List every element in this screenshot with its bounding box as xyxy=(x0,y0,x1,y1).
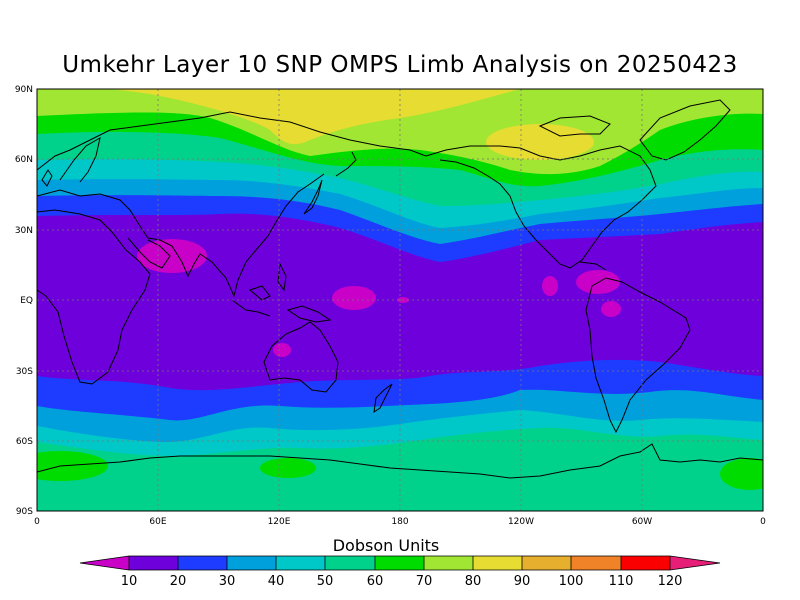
colorbar-label: 50 xyxy=(317,574,334,589)
map-plot-area xyxy=(37,89,763,511)
colorbar-label: 100 xyxy=(559,574,584,589)
gridlines xyxy=(37,89,763,511)
patch-antarctic-60-70-east xyxy=(720,458,763,490)
coast-greenland xyxy=(639,99,731,161)
colorbar-label: 40 xyxy=(268,574,285,589)
colorbar-70-80 xyxy=(424,556,473,570)
coast-north-america xyxy=(425,145,657,269)
coast-se-asia-1 xyxy=(231,299,271,317)
colorbar-20-30 xyxy=(178,556,227,570)
colorbar-90-100 xyxy=(522,556,571,570)
lat-tick: 90S xyxy=(16,507,33,517)
map-title: Umkehr Layer 10 SNP OMPS Limb Analysis o… xyxy=(62,52,738,78)
patch-antarctic-60-70-west xyxy=(37,451,108,481)
colorbar-40-50 xyxy=(276,556,325,570)
coast-japan xyxy=(303,179,323,215)
coast-new-guinea xyxy=(286,305,332,323)
coast-eurasia xyxy=(37,173,325,298)
coast-scandinavia xyxy=(59,137,101,183)
colorbar-label: 90 xyxy=(514,574,531,589)
patch-arctic-80-90 xyxy=(486,124,594,160)
colorbar-label: 120 xyxy=(658,574,683,589)
lowspot-central-america xyxy=(542,276,558,296)
colorbar-label: 60 xyxy=(367,574,384,589)
lat-tick: 90N xyxy=(15,85,33,95)
lon-tick: 120E xyxy=(268,517,291,527)
lowspot-western-pacific xyxy=(332,286,376,310)
lat-tick: EQ xyxy=(20,296,33,306)
colorbar-110-120 xyxy=(621,556,670,570)
colorbar-gt120 xyxy=(670,556,720,570)
lon-tick: 180 xyxy=(391,517,408,527)
colorbar-100-110 xyxy=(571,556,621,570)
lat-tick: 60N xyxy=(15,155,33,165)
lowspot-india xyxy=(137,239,207,273)
coast-cuba xyxy=(579,261,607,271)
lowspot-south-america xyxy=(601,301,621,317)
y-axis-ticks: 90N 60N 30N EQ 30S 60S 90S xyxy=(15,85,33,517)
coast-se-asia-2 xyxy=(248,285,271,301)
band-north-80-90 xyxy=(110,89,520,145)
lon-tick: 60W xyxy=(632,517,652,527)
colorbar-label: 110 xyxy=(609,574,634,589)
colorbar-label: 80 xyxy=(465,574,482,589)
lon-tick: 0 xyxy=(760,517,766,527)
coast-arctic-islands xyxy=(538,115,611,137)
lon-tick: 60E xyxy=(149,517,166,527)
colorbar-30-40 xyxy=(227,556,276,570)
colorbar-label: 30 xyxy=(219,574,236,589)
colorbar-label: 20 xyxy=(170,574,187,589)
coast-new-zealand xyxy=(373,383,393,414)
coastlines xyxy=(37,99,763,479)
colorbar-50-60 xyxy=(325,556,375,570)
coast-south-america xyxy=(585,277,691,434)
coast-britain xyxy=(41,169,53,187)
coast-africa xyxy=(37,209,151,385)
lat-tick: 60S xyxy=(16,437,33,447)
coast-arabia xyxy=(127,237,171,269)
colorbar-label: 10 xyxy=(121,574,138,589)
colorbar-lt10 xyxy=(80,556,129,570)
colorbar-60-70 xyxy=(375,556,424,570)
colorbar-10-20 xyxy=(129,556,178,570)
coast-north-eurasia xyxy=(37,111,427,171)
coast-australia xyxy=(263,321,339,393)
x-axis-ticks: 0 60E 120E 180 120W 60W 0 xyxy=(34,517,766,527)
lat-tick: 30N xyxy=(15,226,33,236)
colorbar-title: Dobson Units xyxy=(332,536,440,555)
lat-tick: 30S xyxy=(16,367,33,377)
lowspot-australia xyxy=(273,343,291,357)
coast-antarctica xyxy=(37,443,763,479)
colorbar-label: 70 xyxy=(416,574,433,589)
patch-antarctic-60-70-center xyxy=(260,458,316,478)
colorbar: 10 20 30 40 50 60 70 80 90 100 110 120 xyxy=(79,555,721,589)
lon-tick: 120W xyxy=(508,517,534,527)
lon-tick: 0 xyxy=(34,517,40,527)
map-frame xyxy=(36,88,764,512)
coast-kamchatka xyxy=(335,151,357,177)
colorbar-80-90 xyxy=(473,556,522,570)
